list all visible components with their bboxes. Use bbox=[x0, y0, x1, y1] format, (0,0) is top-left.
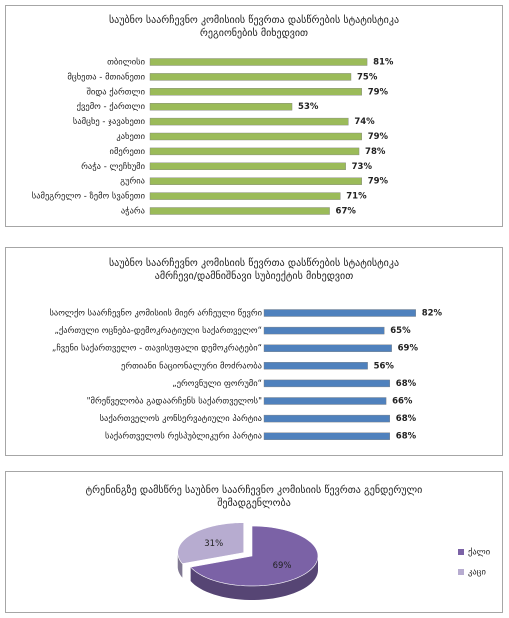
legend-label: ქალი bbox=[468, 547, 490, 558]
value-label: 79% bbox=[368, 177, 389, 187]
category-label: სამეგრელო - ზემო სვანეთი bbox=[32, 191, 145, 202]
panel bbox=[5, 471, 503, 613]
value-label: 68% bbox=[396, 432, 417, 442]
bar bbox=[263, 326, 385, 335]
bar bbox=[149, 73, 352, 81]
value-label: 74% bbox=[354, 117, 375, 127]
value-label: 53% bbox=[298, 102, 319, 112]
chart-title: საუბნო საარჩევნო კომისიის წევრთა დასწრებ… bbox=[108, 15, 400, 39]
bar bbox=[149, 132, 362, 141]
bar bbox=[149, 177, 362, 185]
chart-title: საუბნო საარჩევნო კომისიის წევრთა დასწრებ… bbox=[108, 258, 400, 282]
value-label: 68% bbox=[396, 379, 417, 389]
bar bbox=[263, 414, 391, 423]
category-label: გურია bbox=[120, 176, 145, 187]
legend-swatch bbox=[458, 549, 464, 555]
category-label: „ქართული ოცნება-დემოკრატიული საქართველო“ bbox=[55, 325, 263, 336]
bar bbox=[263, 397, 387, 405]
value-label: 66% bbox=[392, 397, 413, 407]
bar bbox=[149, 88, 362, 96]
value-label: 68% bbox=[396, 414, 417, 424]
pie-slice bbox=[177, 522, 245, 564]
category-label: საქართველოს კონსერვატიული პარტია bbox=[100, 413, 262, 424]
bar bbox=[149, 58, 368, 66]
pie-slice bbox=[190, 525, 319, 587]
category-label: მცხეთა - მთიანეთი bbox=[67, 71, 145, 82]
bar bbox=[263, 379, 391, 388]
value-label: 73% bbox=[352, 162, 373, 172]
chart-title: ტრენინგზე დამსწრე საუბნო საარჩევნო კომის… bbox=[85, 485, 423, 509]
value-label: 79% bbox=[368, 87, 389, 97]
value-label: 79% bbox=[368, 132, 389, 142]
bar bbox=[149, 117, 349, 126]
bar bbox=[149, 192, 341, 200]
category-label: თბილისი bbox=[107, 57, 145, 68]
category-label: "მრეწველობა გადაარჩენს საქართველოს" bbox=[87, 396, 262, 407]
value-label: 81% bbox=[373, 58, 394, 68]
category-label: რაჭა - ლეჩხუმი bbox=[81, 161, 145, 172]
bar bbox=[149, 147, 360, 156]
pie-side bbox=[190, 556, 318, 600]
category-label: სამცხე - ჯავახეთი bbox=[73, 116, 145, 127]
bar bbox=[263, 432, 391, 440]
pie-side bbox=[177, 553, 183, 578]
category-label: ქვემო - ქართლი bbox=[77, 101, 145, 112]
bar bbox=[263, 309, 416, 317]
bar bbox=[149, 102, 293, 111]
category-label: „ჩვენი საქართველო - თავისუფალი დემოკრატე… bbox=[52, 343, 262, 354]
value-label: 69% bbox=[398, 344, 419, 354]
category-label: საქართველოს რესპუბლიკური პარტია bbox=[105, 431, 262, 442]
value-label: 78% bbox=[365, 147, 386, 157]
value-label: 65% bbox=[390, 326, 411, 336]
value-label: 82% bbox=[422, 309, 443, 319]
bar bbox=[263, 344, 392, 352]
category-label: ერთიანი ნაციონალური მოძრაობა bbox=[121, 360, 262, 371]
value-label: 71% bbox=[346, 192, 367, 202]
value-label: 56% bbox=[374, 361, 395, 371]
value-label: 69% bbox=[273, 561, 292, 571]
bar bbox=[149, 162, 346, 171]
legend-label: კაცი bbox=[468, 568, 486, 578]
panel bbox=[5, 247, 503, 456]
category-label: „ეროვნული ფორუმი“ bbox=[172, 378, 262, 389]
category-label: საოლქო საარჩევნო კომისიის მიერ არჩეული წ… bbox=[49, 308, 262, 319]
category-label: კახეთი bbox=[116, 131, 145, 142]
value-label: 67% bbox=[336, 207, 357, 217]
legend-swatch bbox=[458, 569, 464, 575]
bar bbox=[149, 207, 330, 215]
value-label: 31% bbox=[204, 539, 223, 549]
category-label: შიდა ქართლი bbox=[87, 86, 145, 97]
category-label: აჭარა bbox=[121, 206, 145, 217]
bar bbox=[263, 362, 368, 370]
panel bbox=[5, 5, 503, 227]
category-label: იმერეთი bbox=[110, 146, 145, 157]
value-label: 75% bbox=[357, 72, 378, 82]
